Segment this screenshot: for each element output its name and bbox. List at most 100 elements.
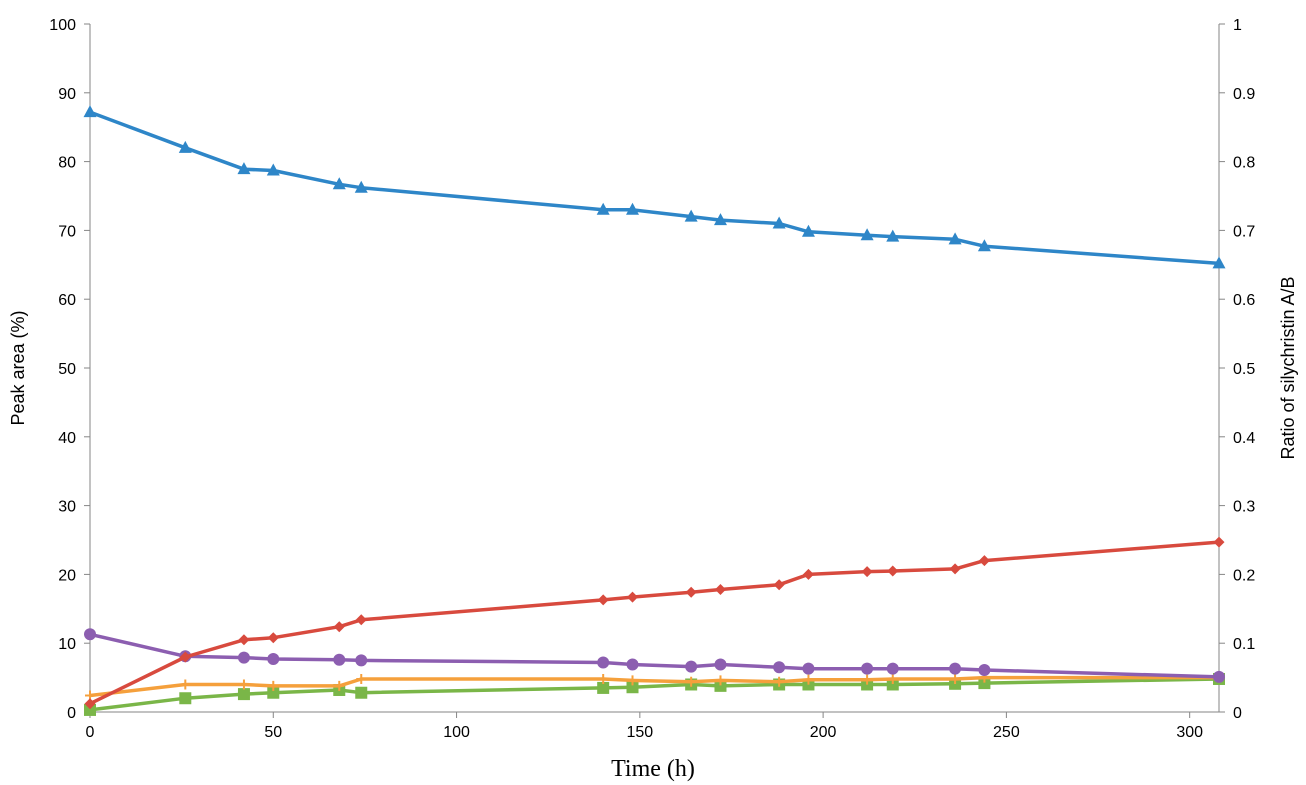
data-point-diamond — [714, 584, 726, 596]
data-point-square — [886, 678, 899, 691]
data-point-diamond — [267, 632, 279, 644]
data-point-circle — [333, 653, 346, 666]
series-line — [89, 632, 1220, 679]
data-point-plus — [598, 673, 609, 684]
data-point-circle — [861, 662, 874, 675]
data-point-diamond — [355, 614, 367, 626]
data-point-triangle — [626, 202, 640, 215]
data-point-triangle — [596, 202, 610, 215]
data-point-diamond — [978, 555, 990, 567]
y2-tick-label: 0.2 — [1233, 567, 1255, 584]
x-tick-label: 0 — [86, 724, 95, 741]
data-point-diamond — [802, 568, 814, 580]
y2-tick-label: 0.7 — [1233, 223, 1255, 240]
data-point-triangle — [860, 228, 874, 241]
data-point-plus — [950, 673, 961, 684]
y2-tick-label: 0.8 — [1233, 155, 1255, 172]
data-point-plus — [334, 680, 345, 691]
data-point-square — [267, 686, 280, 699]
data-point-circle — [355, 654, 368, 667]
series-diamond — [84, 536, 1225, 710]
data-point-triangle — [713, 213, 727, 226]
data-point-triangle — [801, 224, 815, 237]
data-point-plus — [862, 674, 873, 685]
data-point-plus — [686, 676, 697, 687]
data-point-diamond — [238, 634, 250, 646]
data-point-diamond — [685, 586, 697, 598]
x-tick-label: 100 — [443, 724, 470, 741]
data-point-plus — [180, 679, 191, 690]
data-point-circle — [237, 651, 250, 664]
data-point-diamond — [861, 566, 873, 578]
y2-tick-label: 0.9 — [1233, 86, 1255, 103]
x-axis-title: Time (h) — [611, 756, 695, 782]
y2-tick-label: 0.4 — [1233, 430, 1255, 447]
y2-tick-label: 0.3 — [1233, 499, 1255, 516]
data-point-diamond — [773, 579, 785, 591]
data-point-triangle — [83, 105, 97, 118]
data-point-triangle — [266, 163, 280, 176]
y2-tick-label: 0.1 — [1233, 636, 1255, 653]
x-tick-label: 200 — [810, 724, 837, 741]
data-point-diamond — [949, 563, 961, 575]
y-tick-label: 80 — [58, 155, 76, 172]
data-point-plus — [238, 679, 249, 690]
data-point-circle — [886, 662, 899, 675]
data-point-circle — [267, 653, 280, 666]
y-tick-label: 40 — [58, 430, 76, 447]
data-point-square — [597, 681, 610, 694]
y-tick-label: 0 — [67, 705, 76, 722]
y-tick-label: 100 — [49, 17, 76, 34]
data-point-diamond — [1213, 536, 1225, 548]
data-point-triangle — [178, 140, 192, 153]
data-point-diamond — [627, 591, 639, 603]
data-point-circle — [802, 662, 815, 675]
y-tick-label: 70 — [58, 223, 76, 240]
series-triangle — [83, 105, 1226, 269]
data-point-circle — [949, 662, 962, 675]
series-group — [83, 105, 1226, 716]
data-point-square — [84, 703, 96, 716]
data-point-circle — [1213, 670, 1225, 683]
data-point-diamond — [887, 565, 899, 577]
data-point-triangle — [332, 177, 346, 190]
y-axis-title: Peak area (%) — [8, 310, 28, 425]
data-point-square — [237, 688, 250, 701]
data-point-diamond — [179, 651, 191, 663]
data-point-circle — [773, 661, 786, 674]
series-line — [89, 110, 1220, 266]
data-point-triangle — [684, 209, 698, 222]
data-point-circle — [597, 656, 610, 669]
tick-labels: 010203040506070809010000.10.20.30.40.50.… — [49, 17, 1255, 741]
data-point-square — [179, 692, 192, 705]
data-point-square — [626, 681, 639, 694]
data-point-plus — [268, 680, 279, 691]
y-tick-label: 50 — [58, 361, 76, 378]
x-tick-label: 300 — [1176, 724, 1203, 741]
x-tick-label: 250 — [993, 724, 1020, 741]
y2-tick-label: 0 — [1233, 705, 1242, 722]
data-point-triangle — [886, 229, 900, 242]
data-point-diamond — [84, 698, 96, 710]
data-point-circle — [978, 664, 991, 677]
data-point-triangle — [1212, 256, 1226, 269]
data-point-circle — [685, 660, 698, 673]
y2-tick-label: 1 — [1233, 17, 1242, 34]
data-point-plus — [627, 675, 638, 686]
data-point-diamond — [597, 594, 609, 606]
y-tick-label: 10 — [58, 636, 76, 653]
series-circle — [84, 628, 1225, 683]
y2-tick-label: 0.5 — [1233, 361, 1255, 378]
data-point-plus — [715, 675, 726, 686]
data-point-plus — [803, 674, 814, 685]
data-point-triangle — [948, 232, 962, 245]
data-point-plus — [887, 673, 898, 684]
x-tick-label: 150 — [626, 724, 653, 741]
data-point-plus — [356, 673, 367, 684]
data-point-circle — [626, 658, 639, 671]
data-point-circle — [714, 658, 727, 671]
data-point-triangle — [772, 216, 786, 229]
data-point-plus — [774, 676, 785, 687]
x-tick-label: 50 — [264, 724, 282, 741]
